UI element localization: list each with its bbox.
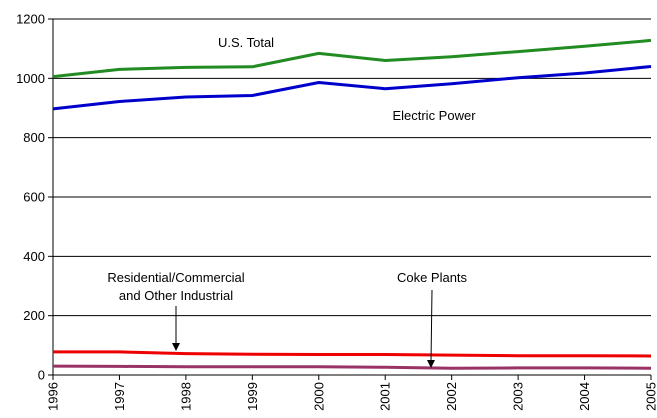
annotation-rescom-line2: and Other Industrial	[119, 288, 233, 303]
x-tick-label-1997: 1997	[112, 382, 127, 411]
x-tick-label-2002: 2002	[444, 382, 459, 411]
annotation-electric-power: Electric Power	[392, 108, 476, 123]
x-tick-label-2000: 2000	[311, 382, 326, 411]
x-tick-label-2001: 2001	[378, 382, 393, 411]
series-line-total	[52, 38, 652, 79]
y-tick-label-800: 800	[23, 130, 45, 145]
annotations: U.S. Total Electric Power Residential/Co…	[107, 35, 476, 368]
y-tick-label-600: 600	[23, 190, 45, 205]
x-tick-label-2005: 2005	[644, 382, 657, 411]
x-tick-label-2004: 2004	[577, 382, 592, 411]
rescom-arrow-head	[172, 343, 180, 351]
coke-arrow-line	[430, 289, 433, 363]
x-tick-label-1999: 1999	[245, 382, 260, 411]
annotation-rescom-line1: Residential/Commercial	[107, 270, 244, 285]
axes	[48, 18, 652, 380]
annotation-us-total: U.S. Total	[218, 35, 274, 50]
gridlines	[53, 18, 651, 317]
tick-labels: 0 200 400 600 800 1000 1200 1996 1997 1998 1999 200…	[16, 12, 657, 411]
y-tick-label-1200: 1200	[16, 12, 45, 27]
y-tick-label-200: 200	[23, 308, 45, 323]
series-line-rescom	[53, 350, 652, 358]
x-tick-label-2003: 2003	[511, 382, 526, 411]
annotation-coke-plants: Coke Plants	[397, 270, 468, 285]
series-lines	[52, 38, 652, 370]
series-line-electric	[52, 65, 652, 111]
series-line-coke	[52, 364, 652, 370]
y-tick-label-400: 400	[23, 249, 45, 264]
y-tick-label-1000: 1000	[16, 71, 45, 86]
x-tick-label-1996: 1996	[46, 382, 61, 411]
coke-arrow-head	[427, 360, 435, 368]
y-tick-label-0: 0	[38, 368, 45, 383]
x-tick-label-1998: 1998	[178, 382, 193, 411]
